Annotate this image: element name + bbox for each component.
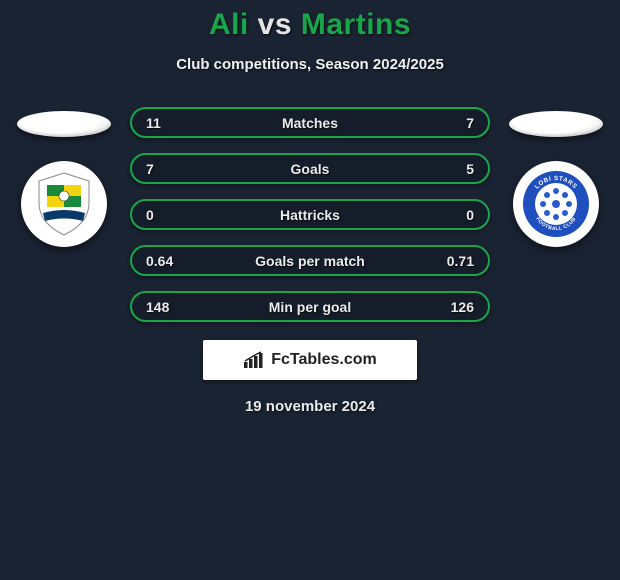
stat-right-value: 126	[434, 299, 474, 315]
brand-box[interactable]: FcTables.com	[203, 340, 417, 380]
stat-left-value: 0	[146, 207, 186, 223]
subtitle: Club competitions, Season 2024/2025	[176, 56, 444, 73]
brand-text: FcTables.com	[271, 351, 377, 369]
club-badge-right: LOBI STARS FOOTBALL CLUB	[513, 161, 599, 247]
stat-row-goals: 7 Goals 5	[130, 153, 490, 184]
stat-label: Goals per match	[255, 253, 365, 269]
comparison-card: Ali vs Martins Club competitions, Season…	[0, 0, 620, 415]
stat-label: Goals	[291, 161, 330, 177]
stat-left-value: 7	[146, 161, 186, 177]
page-title: Ali vs Martins	[209, 8, 411, 42]
player2-name: Martins	[301, 8, 411, 41]
player2-oval-icon	[509, 111, 603, 137]
vs-text: vs	[258, 8, 292, 41]
stat-right-value: 0	[434, 207, 474, 223]
bar-chart-icon	[243, 351, 265, 369]
stat-label: Hattricks	[280, 207, 340, 223]
stat-right-value: 5	[434, 161, 474, 177]
player1-oval-icon	[17, 111, 111, 137]
shield-icon	[29, 169, 99, 239]
date-text: 19 november 2024	[245, 398, 375, 415]
stat-right-value: 7	[434, 115, 474, 131]
stat-row-goals-per-match: 0.64 Goals per match 0.71	[130, 245, 490, 276]
stat-row-min-per-goal: 148 Min per goal 126	[130, 291, 490, 322]
stat-left-value: 0.64	[146, 253, 186, 269]
stat-row-hattricks: 0 Hattricks 0	[130, 199, 490, 230]
main-row: 11 Matches 7 7 Goals 5 0 Hattricks 0 0.6…	[0, 107, 620, 322]
round-badge-icon: LOBI STARS FOOTBALL CLUB	[521, 169, 591, 239]
stats-column: 11 Matches 7 7 Goals 5 0 Hattricks 0 0.6…	[130, 107, 490, 322]
right-side-col: LOBI STARS FOOTBALL CLUB	[506, 107, 606, 247]
club-badge-left	[21, 161, 107, 247]
stat-right-value: 0.71	[434, 253, 474, 269]
stat-label: Min per goal	[269, 299, 351, 315]
footer: FcTables.com 19 november 2024	[203, 340, 417, 415]
stat-row-matches: 11 Matches 7	[130, 107, 490, 138]
stat-label: Matches	[282, 115, 338, 131]
stat-left-value: 148	[146, 299, 186, 315]
stat-left-value: 11	[146, 115, 186, 131]
left-side-col	[14, 107, 114, 247]
player1-name: Ali	[209, 8, 249, 41]
